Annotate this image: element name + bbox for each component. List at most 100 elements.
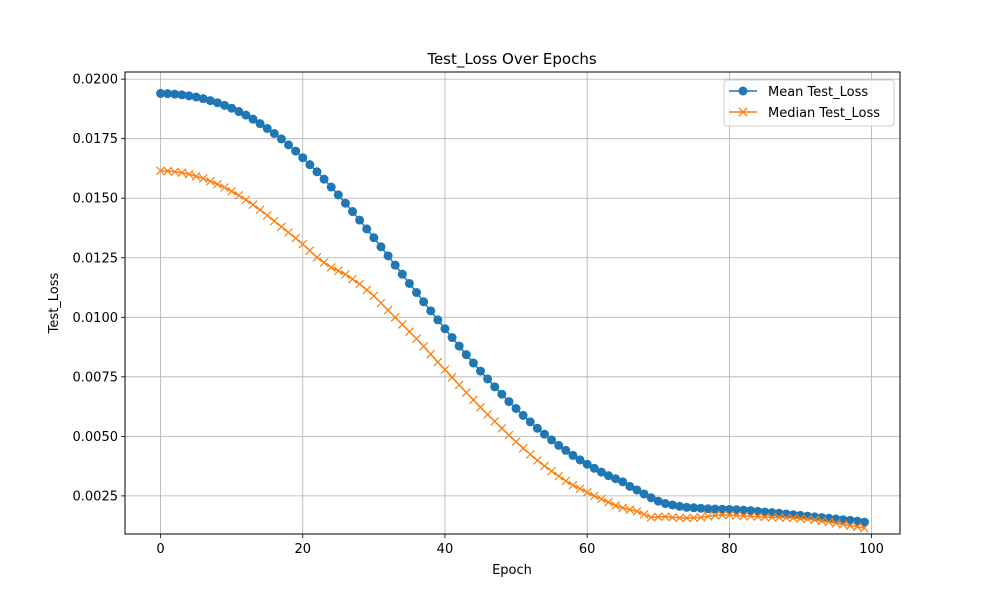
data-point-median [490, 416, 500, 426]
data-point-mean [490, 382, 500, 392]
data-point-mean [561, 445, 571, 455]
data-point-mean [618, 477, 628, 487]
data-point-mean [319, 174, 329, 184]
data-point-median [724, 510, 734, 520]
data-point-median [746, 511, 756, 521]
data-point-median [653, 512, 663, 522]
y-tick-label: 0.0175 [73, 132, 119, 147]
data-point-mean [625, 481, 635, 491]
data-point-mean [397, 269, 407, 279]
data-point-median [241, 195, 251, 205]
data-point-median [604, 497, 613, 507]
data-point-mean [433, 315, 443, 325]
data-point-median [796, 514, 805, 523]
data-point-median [355, 279, 365, 289]
data-point-mean [511, 403, 521, 413]
data-point-mean [170, 89, 180, 99]
data-point-median [340, 269, 350, 279]
data-point-mean [539, 429, 549, 439]
data-point-mean [518, 410, 528, 420]
data-point-median [753, 512, 763, 522]
data-point-mean [667, 500, 677, 510]
data-point-median [433, 357, 443, 367]
data-point-mean [859, 517, 869, 527]
data-point-mean [262, 123, 272, 133]
data-point-median [682, 513, 692, 523]
data-point-mean [454, 341, 464, 351]
data-point-median [596, 494, 606, 504]
data-point-median [547, 466, 557, 476]
legend-marker-median [738, 107, 748, 117]
data-point-mean [248, 114, 258, 124]
data-point-median [291, 233, 301, 243]
x-tick-label: 60 [579, 542, 596, 557]
data-point-mean [568, 450, 578, 460]
data-point-mean [276, 134, 286, 144]
legend-marker-mean [738, 86, 748, 96]
data-point-median [518, 443, 528, 453]
data-point-median [824, 517, 834, 527]
data-point-mean [788, 510, 798, 520]
data-point-median [532, 455, 542, 465]
data-point-mean [362, 224, 372, 234]
data-point-median [397, 320, 407, 329]
y-tick-label: 0.0050 [73, 430, 119, 445]
data-point-median [860, 523, 869, 533]
data-point-median [170, 167, 180, 177]
data-point-mean [739, 505, 749, 515]
data-point-mean [632, 485, 642, 495]
data-point-median [177, 168, 187, 178]
data-point-median [788, 513, 798, 523]
data-point-median [781, 513, 791, 523]
data-point-mean [426, 306, 436, 316]
data-point-mean [177, 90, 187, 100]
data-point-median [525, 450, 535, 459]
data-point-median [589, 491, 599, 501]
data-point-median [845, 521, 855, 531]
data-point-median [817, 516, 827, 526]
x-tick-label: 40 [437, 542, 454, 557]
data-point-mean [390, 260, 400, 270]
data-point-mean [703, 504, 713, 514]
data-point-mean [333, 190, 343, 200]
data-point-mean [191, 92, 201, 102]
data-point-median [262, 210, 272, 220]
data-point-mean [404, 278, 414, 288]
data-point-mean [468, 358, 478, 368]
data-point-mean [710, 504, 720, 514]
data-point-mean [653, 496, 663, 506]
data-point-median [625, 505, 635, 515]
data-point-median [390, 312, 400, 322]
data-point-mean [440, 324, 450, 334]
data-point-median [717, 510, 727, 520]
data-point-median [461, 388, 471, 397]
data-point-mean [227, 103, 237, 113]
y-tick-label: 0.0100 [73, 311, 119, 326]
data-point-mean [525, 417, 535, 427]
y-axis-label: Test_Loss [47, 272, 62, 334]
y-tick-label: 0.0125 [73, 251, 119, 266]
data-point-mean [611, 474, 621, 484]
data-point-median [660, 512, 670, 522]
data-point-mean [291, 146, 301, 156]
data-point-median [511, 437, 521, 447]
data-point-mean [646, 493, 656, 503]
data-point-mean [689, 503, 699, 513]
data-point-median [269, 216, 279, 226]
data-point-mean [212, 98, 222, 108]
x-tick-label: 0 [156, 542, 164, 557]
y-tick-label: 0.0025 [73, 489, 119, 504]
x-axis-label: Epoch [492, 563, 532, 578]
data-point-mean [717, 504, 727, 514]
data-point-median [675, 513, 685, 523]
data-point-median [618, 503, 628, 513]
data-point-median [383, 305, 393, 315]
data-point-mean [554, 440, 564, 450]
data-point-median [767, 512, 777, 522]
data-point-mean [461, 350, 471, 360]
data-point-mean [198, 94, 208, 104]
data-point-mean [682, 502, 692, 512]
data-point-mean [163, 89, 173, 99]
data-point-mean [724, 504, 734, 514]
data-point-median [369, 291, 379, 301]
